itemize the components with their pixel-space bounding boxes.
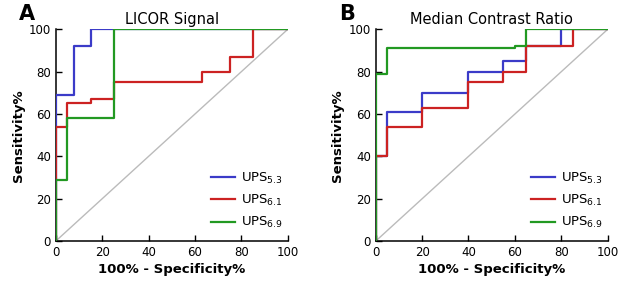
Title: Median Contrast Ratio: Median Contrast Ratio: [410, 12, 573, 27]
Legend: UPS$_{5.3}$, UPS$_{6.1}$, UPS$_{6.9}$: UPS$_{5.3}$, UPS$_{6.1}$, UPS$_{6.9}$: [531, 171, 603, 230]
Legend: UPS$_{5.3}$, UPS$_{6.1}$, UPS$_{6.9}$: UPS$_{5.3}$, UPS$_{6.1}$, UPS$_{6.9}$: [211, 171, 283, 230]
Y-axis label: Sensitivity%: Sensitivity%: [332, 89, 345, 182]
Y-axis label: Sensitivity%: Sensitivity%: [12, 89, 25, 182]
Text: B: B: [339, 4, 355, 24]
Text: A: A: [19, 4, 35, 24]
Title: LICOR Signal: LICOR Signal: [125, 12, 219, 27]
X-axis label: 100% - Specificity%: 100% - Specificity%: [98, 263, 246, 276]
X-axis label: 100% - Specificity%: 100% - Specificity%: [418, 263, 565, 276]
